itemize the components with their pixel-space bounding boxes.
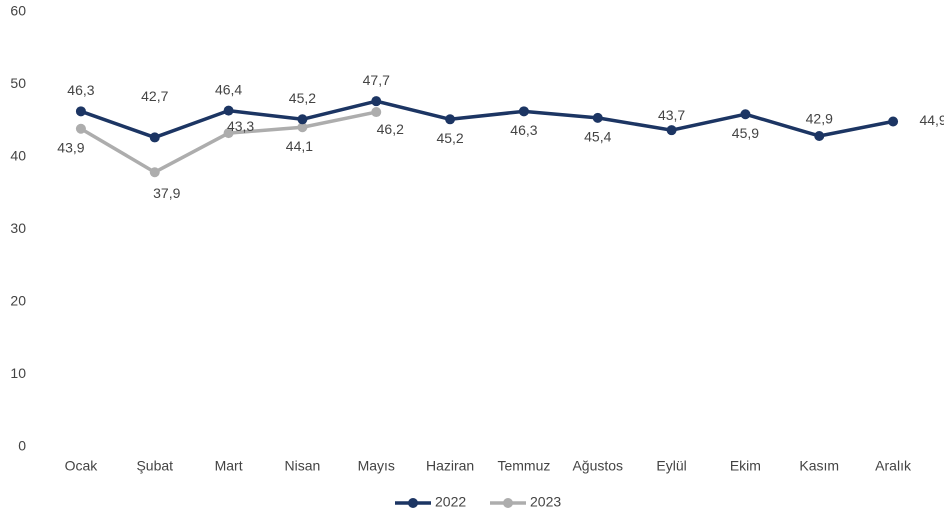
data-label: 45,9 xyxy=(732,125,759,141)
legend-marker xyxy=(408,498,418,508)
data-label: 42,9 xyxy=(806,111,833,127)
data-label: 46,4 xyxy=(215,81,242,97)
x-tick-label: Ocak xyxy=(65,458,99,474)
y-tick-label: 20 xyxy=(10,293,26,309)
point xyxy=(297,114,308,125)
data-label: 45,2 xyxy=(436,130,463,146)
point xyxy=(75,106,86,117)
point xyxy=(149,132,160,143)
data-label: 44,1 xyxy=(286,138,313,154)
data-label: 37,9 xyxy=(153,185,180,201)
legend-label: 2023 xyxy=(530,494,561,510)
x-tick-label: Kasım xyxy=(799,458,839,474)
point xyxy=(223,105,234,116)
data-label: 44,9 xyxy=(919,112,944,128)
x-tick-label: Temmuz xyxy=(497,458,550,474)
data-label: 45,4 xyxy=(584,129,611,145)
point xyxy=(371,96,382,107)
data-label: 45,2 xyxy=(289,90,316,106)
point xyxy=(149,167,160,178)
x-tick-label: Haziran xyxy=(426,458,474,474)
point xyxy=(888,116,899,127)
y-tick-label: 40 xyxy=(10,148,26,164)
x-tick-label: Mayıs xyxy=(358,458,395,474)
data-label: 46,3 xyxy=(67,82,94,98)
y-tick-label: 30 xyxy=(10,220,26,236)
x-tick-label: Mart xyxy=(215,458,243,474)
y-tick-label: 50 xyxy=(10,75,26,91)
point xyxy=(371,107,382,118)
x-tick-label: Nisan xyxy=(285,458,321,474)
point xyxy=(740,109,751,120)
data-label: 46,2 xyxy=(377,121,404,137)
data-label: 42,7 xyxy=(141,88,168,104)
point xyxy=(223,128,234,139)
point xyxy=(75,123,86,134)
point xyxy=(592,112,603,123)
legend-marker xyxy=(503,498,513,508)
data-label: 47,7 xyxy=(363,72,390,88)
y-tick-label: 60 xyxy=(10,3,26,19)
x-tick-label: Ekim xyxy=(730,458,761,474)
series-line xyxy=(80,99,894,140)
data-label: 43,7 xyxy=(658,107,685,123)
data-label: 46,3 xyxy=(510,122,537,138)
x-tick-label: Şubat xyxy=(136,458,173,474)
y-tick-label: 0 xyxy=(18,438,26,454)
data-label: 43,3 xyxy=(227,118,254,134)
point xyxy=(445,114,456,125)
point xyxy=(666,125,677,136)
x-tick-label: Aralık xyxy=(875,458,912,474)
data-label: 43,9 xyxy=(57,139,84,155)
y-tick-label: 10 xyxy=(10,365,26,381)
x-tick-label: Ağustos xyxy=(572,458,623,474)
x-tick-label: Eylül xyxy=(656,458,686,474)
point xyxy=(297,122,308,133)
legend-label: 2022 xyxy=(435,494,466,510)
point xyxy=(518,106,529,117)
point xyxy=(814,130,825,141)
